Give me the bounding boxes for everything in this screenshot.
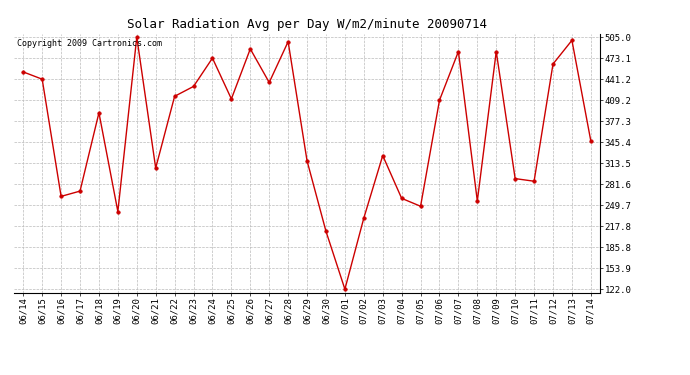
Title: Solar Radiation Avg per Day W/m2/minute 20090714: Solar Radiation Avg per Day W/m2/minute … [127,18,487,31]
Text: Copyright 2009 Cartronics.com: Copyright 2009 Cartronics.com [17,39,161,48]
